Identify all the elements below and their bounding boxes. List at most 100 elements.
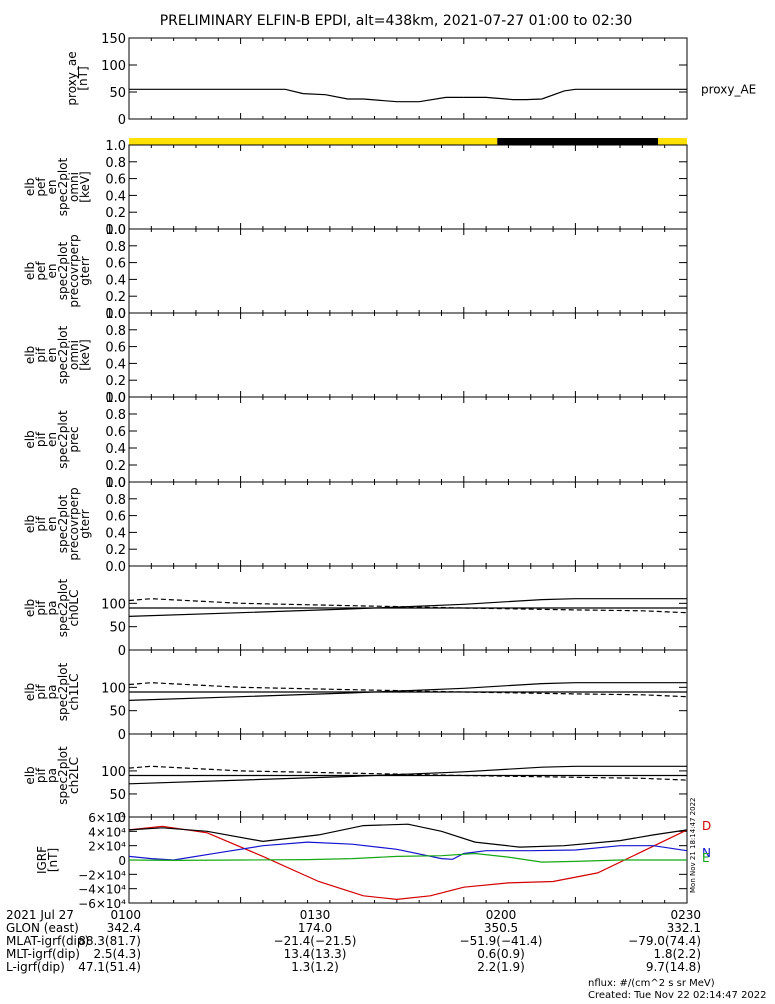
- panel-pef_precovrperp: 0.0 0.2 0.40.6 0.8 1.0 elbpefenspec2plotpreco…: [23, 223, 688, 322]
- y-axis-label: elb: [23, 515, 37, 533]
- y-axis-label: pif: [34, 431, 48, 447]
- y-axis-label: gterr: [78, 256, 92, 285]
- footer-value: 9.7(14.8): [646, 960, 701, 974]
- y-axis-label: spec2plot: [56, 157, 70, 216]
- series-line-n: [128, 841, 688, 861]
- y-axis-label: IGRF: [35, 846, 49, 874]
- panel-frame: [128, 37, 688, 120]
- y-tick-label: 50: [109, 788, 126, 803]
- footer-value: 2.5(4.3): [93, 947, 141, 961]
- plot-title: PRELIMINARY ELFIN-B EPDI, alt=438km, 202…: [160, 13, 633, 29]
- y-tick-label: 0.2: [105, 206, 126, 221]
- y-axis-label: en: [45, 517, 59, 532]
- y-tick-label: 1.0: [105, 307, 126, 322]
- y-tick-label: 0.4: [105, 357, 126, 372]
- y-axis-label: elb: [23, 683, 37, 701]
- panel-proxy_ae: 0 50 100 150 proxy_ae[nT] proxy_AE: [65, 32, 756, 128]
- y-tick-label: 50: [109, 621, 126, 636]
- y-axis-label: ch0LC: [67, 590, 81, 627]
- series-line-2: [128, 682, 688, 698]
- y-tick-label: 50: [109, 86, 126, 101]
- y-axis-label: pef: [34, 261, 48, 281]
- panel-frame: [128, 312, 688, 398]
- y-tick-label: 0.8: [105, 324, 126, 339]
- y-axis-label: omni: [67, 172, 81, 202]
- y-tick-label: 0.2: [105, 290, 126, 305]
- y-tick-label: 0.2: [105, 459, 126, 474]
- footer-value: 0200: [486, 908, 517, 922]
- y-tick-label: 0: [118, 728, 126, 743]
- footer-value: −51.9(−41.4): [460, 934, 543, 948]
- y-tick-label: 0.0: [105, 476, 126, 491]
- y-tick-label: 0.8: [105, 493, 126, 508]
- y-axis-label: [nT]: [46, 848, 60, 872]
- footer-value: −79.0(74.4): [628, 934, 701, 948]
- footer-value: 1.8(2.2): [653, 947, 701, 961]
- nflux-note: nflux: #/(cm^2 s sr MeV): [588, 978, 715, 989]
- footer-value: 2.2(1.9): [477, 960, 525, 974]
- ephemeris-segment-0: [129, 138, 498, 145]
- y-tick-label: 0: [118, 854, 126, 868]
- footer-value: 0100: [110, 908, 141, 922]
- y-tick-label: 0.8: [105, 156, 126, 171]
- y-axis-label: en: [45, 348, 59, 363]
- series-line-d: [128, 825, 688, 901]
- y-axis-label: pif: [34, 516, 48, 532]
- y-axis-label: elb: [23, 346, 37, 364]
- y-axis-label: ch1LC: [67, 674, 81, 711]
- panel-frame: [128, 396, 688, 483]
- y-axis-label: spec2plot: [56, 662, 70, 721]
- y-tick-label: −2×10⁴: [78, 868, 126, 882]
- panel-igrf: −6×10⁴−4×10⁴−2×10⁴02×10⁴4×10⁴6×10⁴IGRF[n…: [35, 811, 711, 911]
- y-tick-label: 0.8: [105, 408, 126, 423]
- side-label-d: D: [702, 819, 711, 833]
- y-axis-label: elb: [23, 178, 37, 196]
- y-axis-label: [nT]: [76, 66, 90, 90]
- created-note: Created: Tue Nov 22 02:14:47 2022: [588, 990, 767, 1000]
- footer-row-label: MLAT-igrf(dip): [6, 934, 89, 948]
- y-tick-label: 4×10⁴: [88, 825, 126, 839]
- side-timestamp: Mon Nov 21 18:14:47 2022: [689, 798, 697, 893]
- panel-frame: [128, 481, 688, 567]
- series-line-1: [128, 765, 687, 785]
- series-line-2: [128, 765, 688, 781]
- y-tick-label: 1.0: [105, 223, 126, 238]
- series-line-2: [128, 598, 688, 614]
- panel-frame: [128, 228, 688, 314]
- y-tick-label: 0.6: [105, 510, 126, 525]
- footer-value: 174.0: [298, 921, 332, 935]
- y-axis-label: precovrperp: [67, 487, 81, 560]
- y-axis-label: precovrperp: [67, 234, 81, 307]
- y-axis-label: elb: [23, 766, 37, 784]
- y-tick-label: 0.4: [105, 273, 126, 288]
- y-tick-label: 0.6: [105, 341, 126, 356]
- footer-row-label: L-igrf(dip): [6, 960, 65, 974]
- panel-ephemeris_bar: [129, 138, 687, 145]
- footer-value: 88.3(81.7): [78, 934, 141, 948]
- footer-row-label: GLON (east): [6, 921, 79, 935]
- y-axis-label: prec: [67, 426, 81, 452]
- panel-pef_omni: 0.0 0.2 0.40.6 0.8 1.0 elbpefenspec2plotomni[…: [23, 139, 688, 238]
- y-tick-label: 100: [101, 59, 126, 74]
- y-tick-label: 0.0: [105, 223, 126, 238]
- side-label-n: N: [702, 846, 711, 860]
- y-tick-label: 0.6: [105, 257, 126, 272]
- y-axis-label: pif: [34, 767, 48, 783]
- footer-row-label: 2021 Jul 27: [6, 908, 74, 922]
- y-tick-label: 0.4: [105, 526, 126, 541]
- y-tick-label: 0.0: [105, 307, 126, 322]
- y-axis-label: pa: [45, 768, 59, 783]
- y-tick-label: 0.4: [105, 442, 126, 457]
- y-axis-label: spec2plot: [56, 241, 70, 300]
- y-tick-label: 100: [101, 681, 126, 696]
- y-tick-label: 0: [118, 113, 126, 128]
- y-tick-label: 0.8: [105, 240, 126, 255]
- y-axis-label: gterr: [78, 509, 92, 538]
- y-tick-label: 1.0: [105, 476, 126, 491]
- footer-value: −21.4(−21.5): [274, 934, 357, 948]
